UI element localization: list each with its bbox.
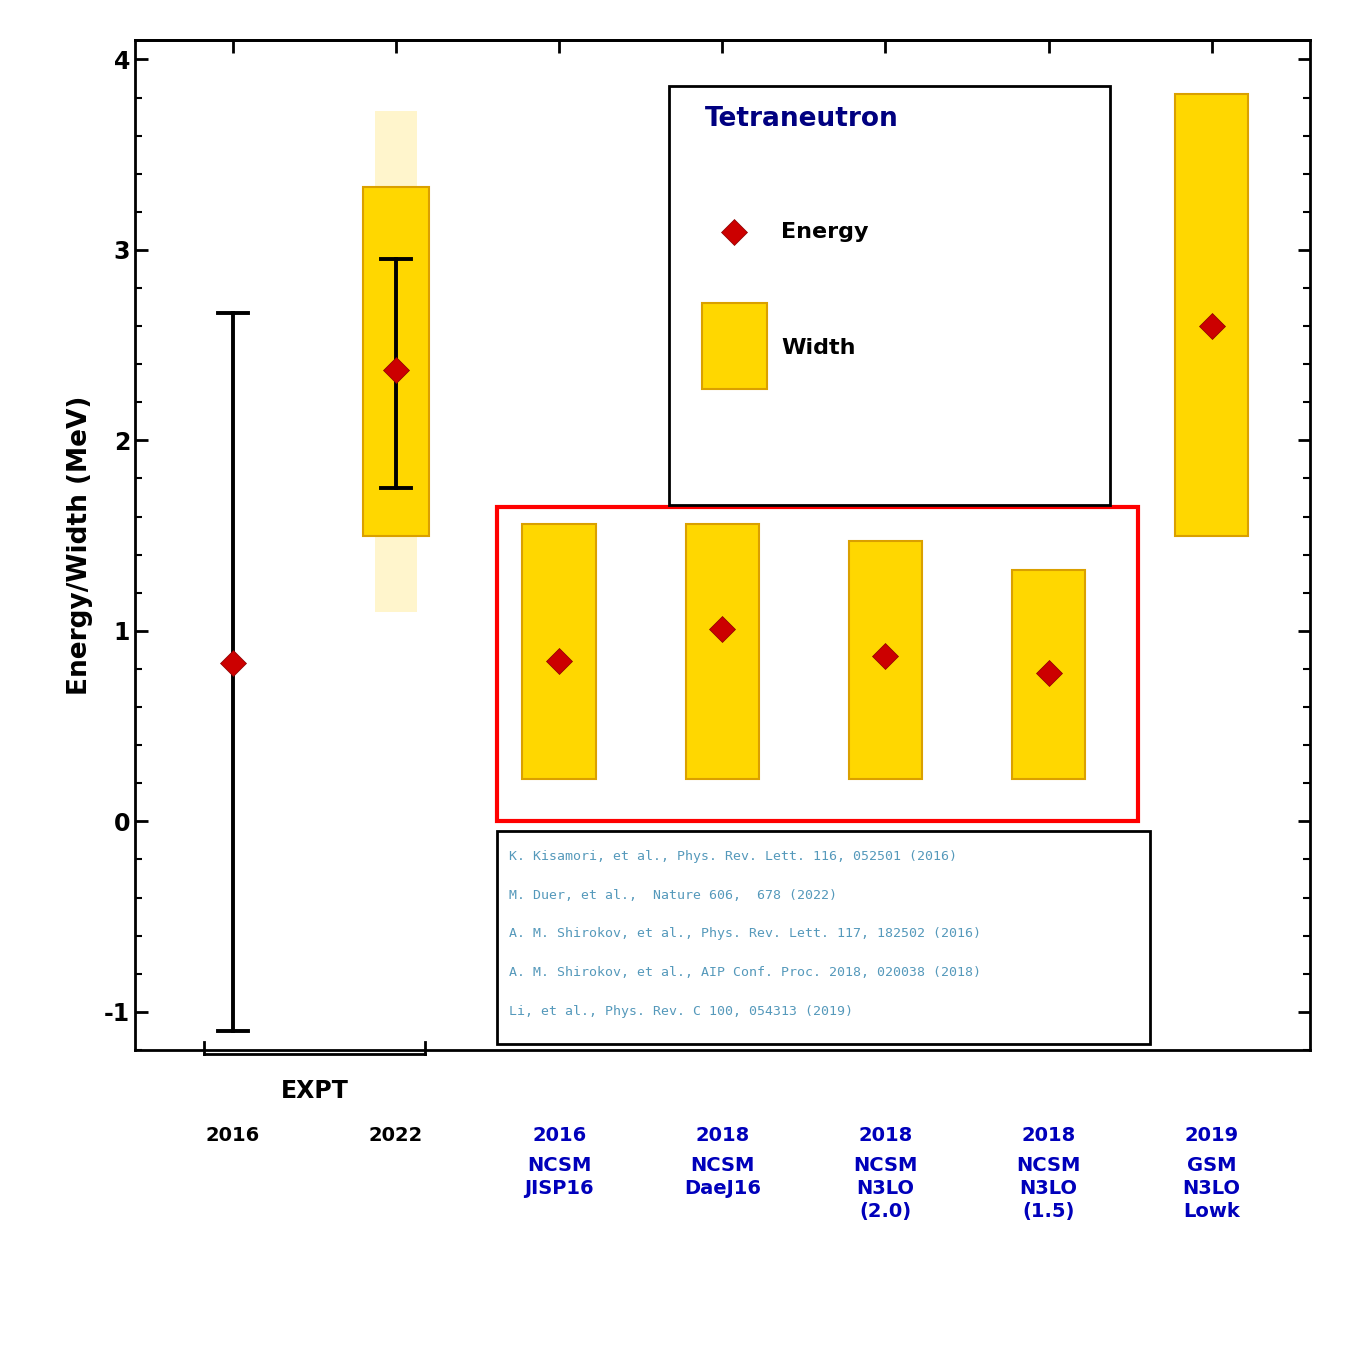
Text: DaeJ16: DaeJ16 xyxy=(683,1179,761,1198)
Text: EXPT: EXPT xyxy=(281,1079,348,1102)
Text: K. Kisamori, et al., Phys. Rev. Lett. 116, 052501 (2016): K. Kisamori, et al., Phys. Rev. Lett. 11… xyxy=(509,849,957,863)
Text: N3LO: N3LO xyxy=(1019,1179,1077,1198)
Y-axis label: Energy/Width (MeV): Energy/Width (MeV) xyxy=(68,396,93,695)
Bar xyxy=(1011,569,1085,779)
Bar xyxy=(363,187,429,536)
Bar xyxy=(849,541,922,779)
Bar xyxy=(522,524,595,779)
Bar xyxy=(497,507,1138,821)
Text: NCSM: NCSM xyxy=(853,1156,918,1175)
Text: 2022: 2022 xyxy=(369,1125,423,1144)
Text: (2.0): (2.0) xyxy=(860,1202,911,1221)
Text: M. Duer, et al.,  Nature 606,  678 (2022): M. Duer, et al., Nature 606, 678 (2022) xyxy=(509,888,837,902)
Text: A. M. Shirokov, et al., Phys. Rev. Lett. 117, 182502 (2016): A. M. Shirokov, et al., Phys. Rev. Lett.… xyxy=(509,927,980,941)
Text: Width: Width xyxy=(780,338,856,358)
Text: N3LO: N3LO xyxy=(856,1179,914,1198)
Bar xyxy=(375,110,417,612)
Text: Tetraneutron: Tetraneutron xyxy=(705,106,898,132)
Bar xyxy=(670,86,1110,505)
Bar xyxy=(1174,94,1249,536)
Text: 2016: 2016 xyxy=(532,1125,586,1144)
Text: 2016: 2016 xyxy=(205,1125,261,1144)
Text: NCSM: NCSM xyxy=(526,1156,591,1175)
Bar xyxy=(686,524,759,779)
Bar xyxy=(497,830,1150,1044)
Text: JISP16: JISP16 xyxy=(524,1179,594,1198)
Text: Energy: Energy xyxy=(780,222,868,242)
Text: N3LO: N3LO xyxy=(1183,1179,1241,1198)
Text: 2018: 2018 xyxy=(859,1125,913,1144)
Text: Lowk: Lowk xyxy=(1183,1202,1241,1221)
Text: NCSM: NCSM xyxy=(690,1156,755,1175)
Text: 2018: 2018 xyxy=(695,1125,749,1144)
Bar xyxy=(702,303,767,389)
Text: GSM: GSM xyxy=(1187,1156,1237,1175)
Text: Li, et al., Phys. Rev. C 100, 054313 (2019): Li, et al., Phys. Rev. C 100, 054313 (20… xyxy=(509,1005,853,1018)
Text: 2018: 2018 xyxy=(1022,1125,1076,1144)
Text: NCSM: NCSM xyxy=(1017,1156,1081,1175)
Text: A. M. Shirokov, et al., AIP Conf. Proc. 2018, 020038 (2018): A. M. Shirokov, et al., AIP Conf. Proc. … xyxy=(509,966,980,980)
Text: 2019: 2019 xyxy=(1184,1125,1239,1144)
Text: (1.5): (1.5) xyxy=(1022,1202,1075,1221)
